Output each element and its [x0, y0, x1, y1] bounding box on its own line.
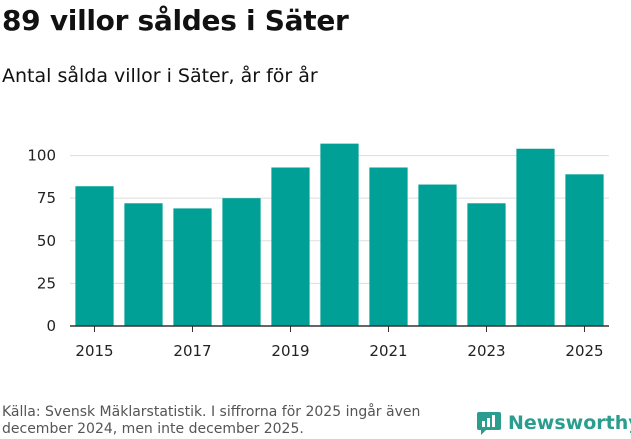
axes: 0 25 50 75 100 2015 2017 2019 2021 2023 2025 [27, 147, 609, 360]
chart-subtitle: Antal sålda villor i Säter, år för år [2, 65, 318, 87]
x-tick-label: 2019 [271, 342, 309, 360]
bar-2015 [75, 186, 114, 326]
y-tick-label: 25 [37, 274, 56, 292]
chart-title: 89 villor såldes i Säter [2, 4, 349, 37]
bar-2019 [271, 167, 310, 326]
bars [75, 143, 604, 326]
bar-2016 [124, 203, 163, 326]
x-tick-label: 2025 [565, 342, 603, 360]
x-tick-label: 2017 [173, 342, 211, 360]
x-tick-label: 2021 [369, 342, 407, 360]
bar-2025 [565, 174, 604, 326]
bar-chart: 0 25 50 75 100 2015 2017 2019 2021 2023 2025 [27, 143, 609, 360]
bar-2020 [320, 143, 359, 326]
x-tick-label: 2015 [75, 342, 113, 360]
bar-2018 [222, 198, 261, 326]
bar-2024 [516, 148, 555, 326]
y-tick-label: 0 [46, 317, 56, 335]
bar-2021 [369, 167, 408, 326]
brand-name: Newsworthy [508, 412, 631, 434]
brand-logo[interactable]: Newsworthy [476, 410, 631, 436]
bar-2017 [173, 208, 212, 326]
y-tick-label: 75 [37, 189, 56, 207]
y-tick-label: 50 [37, 232, 56, 250]
bar-2022 [418, 184, 457, 326]
x-tick-label: 2023 [467, 342, 505, 360]
newsworthy-logo-icon [477, 412, 501, 435]
source-note: Källa: Svensk Mäklarstatistik. I siffror… [2, 404, 421, 437]
bar-2023 [467, 203, 506, 326]
y-tick-label: 100 [27, 147, 56, 165]
